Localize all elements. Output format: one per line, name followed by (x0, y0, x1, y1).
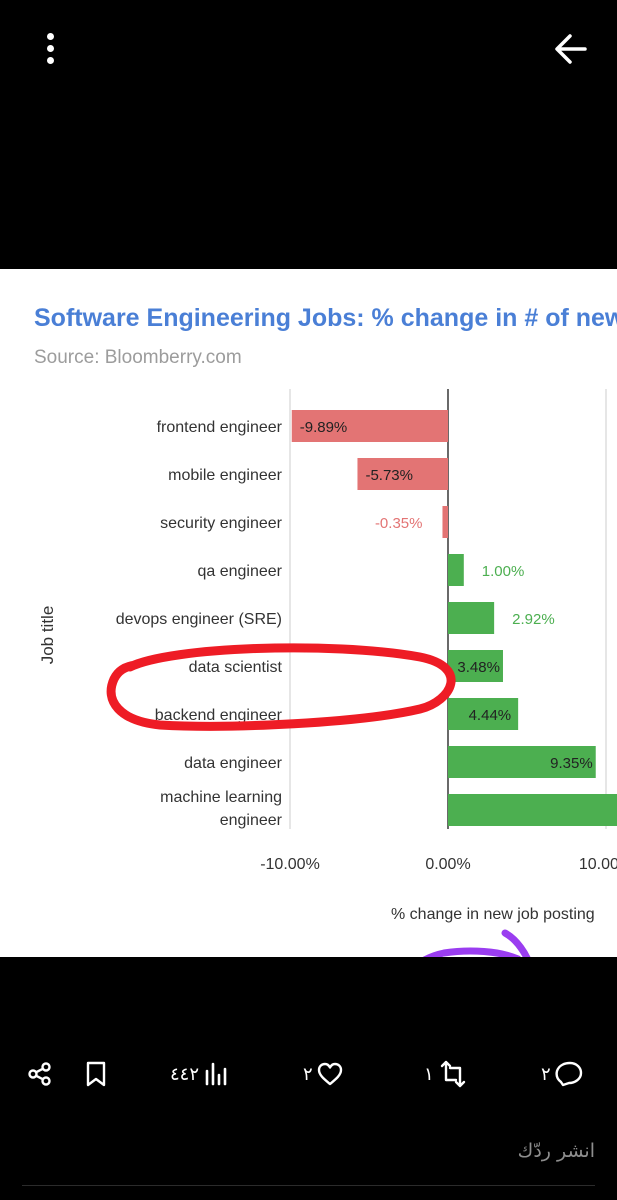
likes-count: ٢ (303, 1063, 313, 1085)
category-label: security engineer (160, 515, 283, 532)
reply-input[interactable]: انشر ردّك (517, 1140, 595, 1162)
x-tick-label: 10.00% (579, 856, 617, 873)
red-circle-annotation (106, 643, 456, 731)
share-icon (28, 1062, 51, 1086)
arrow-back-icon[interactable] (545, 25, 595, 73)
category-label: devops engineer (SRE) (116, 611, 282, 628)
reposts-count: ١ (424, 1063, 434, 1085)
purple-circle-annotation (422, 929, 531, 957)
category-label: qa engineer (197, 563, 282, 580)
data-label: 1.00% (482, 563, 525, 580)
comment-icon (555, 1061, 582, 1087)
data-label: 2.92% (512, 611, 555, 628)
bar (442, 506, 448, 538)
bar (357, 458, 448, 490)
heart-icon (317, 1062, 342, 1086)
data-label: 4.44% (469, 707, 512, 724)
category-label: machine learning (160, 789, 282, 806)
repost-button[interactable]: ١ (424, 1050, 469, 1098)
y-axis-title: Job title (38, 606, 57, 665)
reply-button[interactable]: ٢ (541, 1050, 584, 1098)
bar (448, 602, 495, 634)
post-actions: ٤٤٢ ٢ ١ ٢ (0, 1050, 617, 1100)
views-icon (205, 1062, 227, 1086)
bar (448, 554, 464, 586)
bookmark-button[interactable] (84, 1050, 108, 1098)
bar (448, 794, 617, 826)
category-label: data engineer (184, 755, 283, 772)
bar-chart: -10.00% 0.00% 10.00% % change in new job po… (38, 389, 617, 957)
category-label: data scientist (189, 659, 283, 676)
data-label: -0.35% (375, 515, 423, 532)
data-label: 3.48% (457, 659, 500, 676)
like-button[interactable]: ٢ (303, 1050, 344, 1098)
divider (22, 1185, 595, 1186)
category-label: frontend engineer (157, 419, 283, 436)
post-image[interactable]: Software Engineering Jobs: % change in #… (0, 269, 617, 957)
replies-count: ٢ (541, 1063, 551, 1085)
bookmark-icon (86, 1061, 106, 1087)
chart-source: Source: Bloomberry.com (34, 347, 242, 368)
more-vert-icon[interactable] (30, 25, 72, 73)
data-label: 9.35% (550, 755, 593, 772)
views-button[interactable]: ٤٤٢ (170, 1050, 230, 1098)
bar (291, 410, 448, 442)
repost-icon (440, 1060, 465, 1088)
share-button[interactable] (26, 1050, 54, 1098)
views-count: ٤٤٢ (170, 1063, 200, 1085)
x-tick-label: 0.00% (425, 856, 470, 873)
top-bar (0, 0, 617, 100)
chart-title: Software Engineering Jobs: % change in #… (34, 304, 617, 332)
category-label: backend engineer (155, 707, 283, 724)
data-label: -9.89% (300, 419, 348, 436)
bar (448, 650, 503, 682)
bar (448, 698, 519, 730)
data-label: -5.73% (365, 467, 413, 484)
category-label: mobile engineer (168, 467, 283, 484)
x-tick-label: -10.00% (260, 856, 320, 873)
category-label: engineer (220, 812, 283, 829)
x-axis-title: % change in new job posting (391, 906, 595, 923)
bar (448, 746, 596, 778)
